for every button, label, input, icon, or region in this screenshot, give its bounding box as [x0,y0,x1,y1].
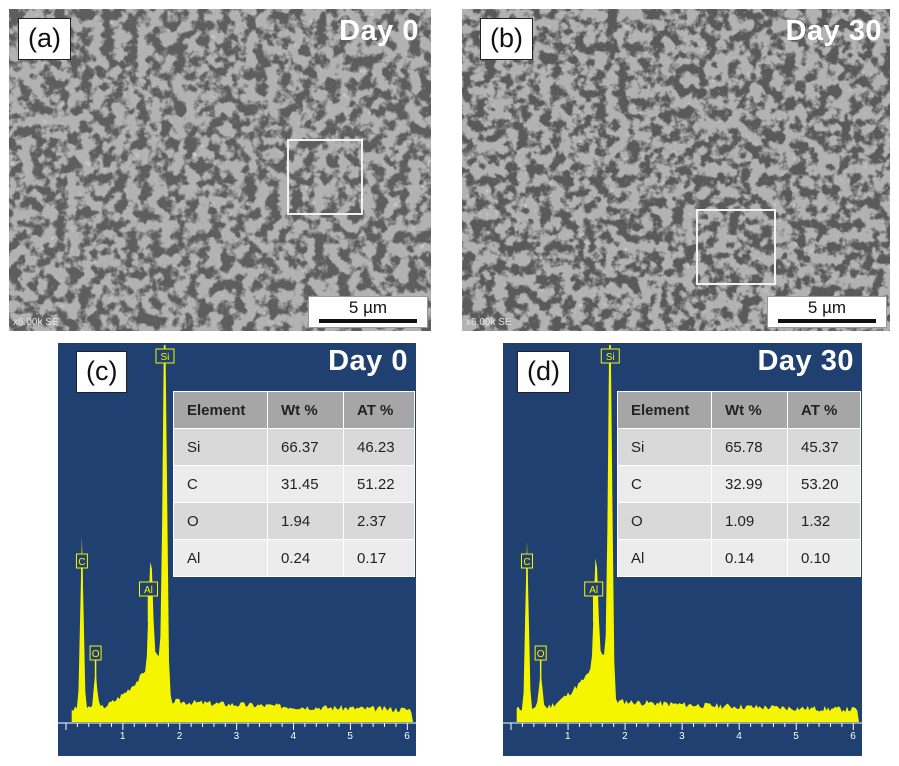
peak-marker-c: C [75,553,88,594]
x-tick-label: 5 [793,731,799,742]
cell-at: 51.22 [343,465,415,503]
svg-text:Si: Si [161,352,170,363]
peak-marker-si: Si [600,348,620,364]
peak-marker-o: O [89,645,102,686]
cell-element: Al [173,539,268,577]
cell-element: O [173,502,268,540]
table-row: C 31.45 51.22 [173,465,415,503]
scale-bar-label: 5 µm [807,298,847,317]
region-box [696,209,776,285]
sem-panel-day0: (a) Day 0 x6.00k SE 5 µm [9,9,431,331]
cell-element: C [617,465,712,503]
table-row: O 1.09 1.32 [617,502,861,540]
table-row: O 1.94 2.37 [173,502,415,540]
panel-label: (a) [18,18,71,60]
cell-wt: 0.24 [267,539,344,577]
svg-text:C: C [78,557,85,568]
cell-wt: 1.09 [711,502,788,540]
cell-at: 53.20 [787,465,861,503]
table-header-row: Element Wt % AT % [173,391,415,429]
table-row: C 32.99 53.20 [617,465,861,503]
magnification-info: x6.00k SE [13,317,59,328]
svg-text:O: O [92,649,100,660]
table-row: Si 65.78 45.37 [617,428,861,466]
sem-micrograph [9,9,431,331]
svg-text:Si: Si [606,352,615,363]
scale-bar-label: 5 µm [348,298,388,317]
svg-text:Al: Al [144,585,153,596]
x-tick-label: 3 [233,731,240,742]
cell-element: Si [173,428,268,466]
x-tick-label: 3 [679,731,685,742]
cell-at: 1.32 [787,502,861,540]
x-tick-label: 1 [565,731,571,742]
composition-table: Element Wt % AT % Si 65.78 45.37 C 32.99… [617,391,861,577]
table-row: Si 66.37 46.23 [173,428,415,466]
table-header-row: Element Wt % AT % [617,391,861,429]
cell-wt: 65.78 [711,428,788,466]
x-tick-label: 4 [736,731,742,742]
scale-bar: 5 µm [308,296,428,328]
panel-label: (c) [76,351,128,393]
scale-bar: 5 µm [767,296,887,328]
x-tick-label: 1 [119,731,126,742]
svg-text:C: C [523,557,530,568]
cell-wt: 32.99 [711,465,788,503]
table-row: Al 0.14 0.10 [617,539,861,577]
svg-text:Al: Al [589,585,598,596]
cell-at: 2.37 [343,502,415,540]
x-tick-label: 6 [404,731,410,742]
cell-at: 0.17 [343,539,415,577]
day-label: Day 30 [757,345,854,377]
peak-marker-si: Si [155,348,175,364]
sem-panel-day30: (b) Day 30 x6.00k SE 5 µm [462,9,890,331]
header-at: AT % [787,391,861,429]
header-wt: Wt % [267,391,344,429]
x-tick-label: 2 [176,731,183,742]
sem-micrograph [462,9,890,331]
x-tick-label: 2 [622,731,628,742]
header-at: AT % [343,391,415,429]
svg-text:O: O [537,649,545,660]
composition-table: Element Wt % AT % Si 66.37 46.23 C 31.45… [173,391,415,577]
peak-marker-c: C [520,553,533,594]
header-element: Element [173,391,268,429]
cell-at: 46.23 [343,428,415,466]
eds-panel-day0: C O Al Si (c) Day 0 Element Wt % AT % Si 66… [58,343,416,756]
magnification-info: x6.00k SE [466,317,512,328]
panel-label: (b) [480,18,533,60]
cell-wt: 0.14 [711,539,788,577]
peak-marker-o: O [534,645,547,686]
header-wt: Wt % [711,391,788,429]
cell-wt: 1.94 [267,502,344,540]
eds-panel-day30: C O Al Si (d) Day 30 Element Wt % AT % Si 6… [503,343,862,756]
scale-bar-line [778,319,876,323]
region-box [287,139,363,215]
x-tick-label: 6 [850,731,856,742]
cell-element: Si [617,428,712,466]
day-label: Day 0 [328,345,408,377]
peak-marker-al: Al [138,581,158,622]
panel-label: (d) [517,351,570,393]
x-tick-label: 5 [347,731,353,742]
cell-at: 0.10 [787,539,861,577]
day-label: Day 0 [339,15,419,47]
x-tick-label: 4 [290,731,297,742]
cell-element: Al [617,539,712,577]
header-element: Element [617,391,712,429]
table-row: Al 0.24 0.17 [173,539,415,577]
cell-element: O [617,502,712,540]
peak-marker-al: Al [584,581,604,622]
cell-wt: 66.37 [267,428,344,466]
day-label: Day 30 [785,15,882,47]
cell-element: C [173,465,268,503]
cell-wt: 31.45 [267,465,344,503]
cell-at: 45.37 [787,428,861,466]
scale-bar-line [319,319,417,323]
